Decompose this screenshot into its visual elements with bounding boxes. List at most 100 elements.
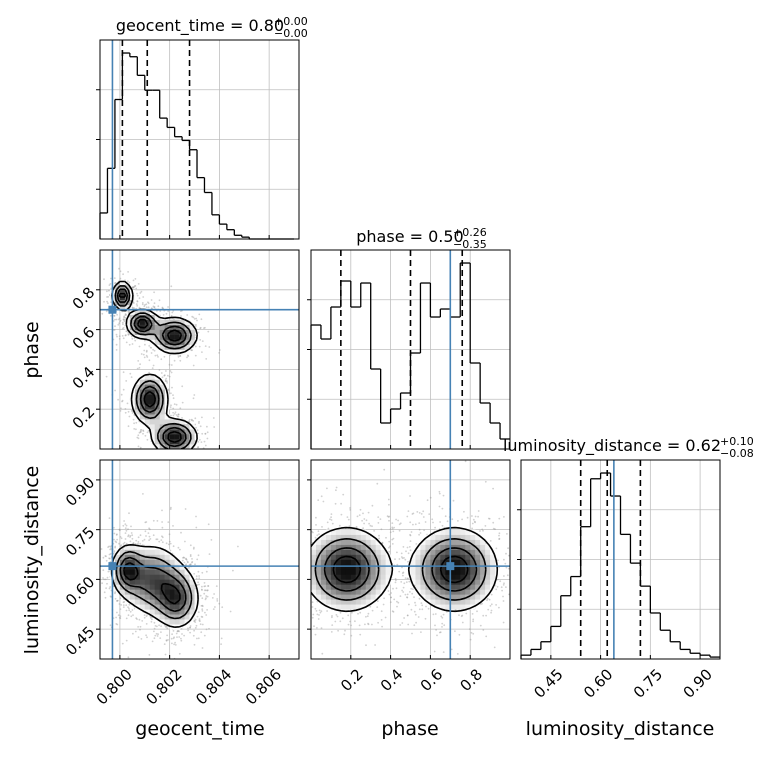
density-phase-vs-geocent-time-sample-255 xyxy=(125,341,128,344)
density-luminosity-distance-vs-geocent-time-sample-167 xyxy=(128,609,131,612)
density-phase-vs-geocent-time-sample-1034 xyxy=(114,389,116,392)
density-luminosity-distance-vs-geocent-time-sample-1077 xyxy=(156,520,159,522)
density-phase-vs-geocent-time-sample-340 xyxy=(150,307,153,310)
density-phase-vs-geocent-time-cell-12-5 xyxy=(159,419,165,425)
density-luminosity-distance-vs-geocent-time-sample-241 xyxy=(145,623,148,625)
density-luminosity-distance-vs-geocent-time-sample-820 xyxy=(180,628,183,630)
density-phase-vs-geocent-time-sample-237 xyxy=(173,403,176,405)
density-luminosity-distance-vs-geocent-time-content xyxy=(100,460,299,659)
density-phase-vs-geocent-time-sample-326 xyxy=(197,331,200,334)
density-luminosity-distance-vs-geocent-time-cell-15-14 xyxy=(174,584,180,590)
density-luminosity-distance-vs-phase-sample-417 xyxy=(408,580,411,583)
density-luminosity-distance-vs-geocent-time-sample-1450 xyxy=(175,632,178,635)
density-luminosity-distance-vs-geocent-time-sample-1404 xyxy=(156,635,159,637)
density-luminosity-distance-vs-phase-sample-579 xyxy=(420,602,423,604)
density-luminosity-distance-vs-geocent-time-sample-449 xyxy=(149,538,152,540)
density-luminosity-distance-vs-geocent-time-sample-1219 xyxy=(125,542,128,545)
density-phase-vs-geocent-time-cell-9-8 xyxy=(144,404,151,410)
density-phase-vs-geocent-time-sample-930 xyxy=(193,394,196,396)
density-luminosity-distance-vs-geocent-time-sample-53 xyxy=(124,532,127,534)
density-luminosity-distance-vs-geocent-time-cell-17-16 xyxy=(184,574,190,580)
density-luminosity-distance-vs-geocent-time-sample-529 xyxy=(106,576,109,579)
density-luminosity-distance-vs-geocent-time-sample-1062 xyxy=(200,605,203,607)
density-phase-vs-geocent-time-cell-12-6 xyxy=(159,414,165,420)
density-luminosity-distance-vs-phase-sample-150 xyxy=(412,523,414,526)
density-luminosity-distance-vs-geocent-time-sample-777 xyxy=(177,630,179,633)
density-luminosity-distance-vs-geocent-time-cell-14-12 xyxy=(169,594,175,600)
density-luminosity-distance-vs-geocent-time-cell-11-18 xyxy=(154,564,160,570)
density-luminosity-distance-vs-phase-sample-851 xyxy=(383,468,386,471)
density-phase-vs-geocent-time-sample-253 xyxy=(153,349,156,352)
density-luminosity-distance-vs-geocent-time-sample-822 xyxy=(201,608,204,611)
density-luminosity-distance-vs-phase-sample-965 xyxy=(402,571,405,574)
density-luminosity-distance-vs-geocent-time-cell-12-11 xyxy=(159,599,165,605)
density-luminosity-distance-vs-geocent-time-sample-238 xyxy=(116,599,119,602)
density-luminosity-distance-vs-phase-sample-69 xyxy=(400,581,403,583)
density-luminosity-distance-vs-geocent-time-sample-17 xyxy=(199,623,202,626)
density-phase-vs-geocent-time-sample-226 xyxy=(132,279,135,282)
density-luminosity-distance-vs-geocent-time-cell-11-9 xyxy=(154,609,160,615)
density-luminosity-distance-vs-phase-sample-652 xyxy=(450,648,453,651)
density-luminosity-distance-vs-geocent-time-sample-939 xyxy=(161,526,164,529)
density-luminosity-distance-vs-phase-sample-763 xyxy=(505,586,507,588)
density-phase-vs-geocent-time-sample-356 xyxy=(194,354,197,357)
density-phase-vs-geocent-time-cell-4-31 xyxy=(119,289,126,296)
density-luminosity-distance-vs-phase-sample-185 xyxy=(367,511,370,514)
density-luminosity-distance-vs-geocent-time-sample-917 xyxy=(108,517,111,519)
density-luminosity-distance-vs-phase-sample-228 xyxy=(367,622,369,625)
density-luminosity-distance-vs-phase-sample-736 xyxy=(404,577,407,579)
density-luminosity-distance-vs-geocent-time-sample-870 xyxy=(196,637,198,640)
density-luminosity-distance-vs-phase-sample-710 xyxy=(484,525,487,527)
density-luminosity-distance-vs-geocent-time-sample-319 xyxy=(183,556,186,559)
density-phase-vs-geocent-time-cell-17-3 xyxy=(184,429,190,435)
density-luminosity-distance-vs-geocent-time-cell-11-19 xyxy=(154,559,160,565)
density-phase-vs-geocent-time-sample-80 xyxy=(201,416,203,419)
density-luminosity-distance-vs-geocent-time-sample-1397 xyxy=(158,540,161,543)
density-phase-vs-geocent-time-cell-12-20 xyxy=(159,344,165,350)
density-luminosity-distance-vs-phase-cell-0-15 xyxy=(311,579,317,585)
density-phase-vs-geocent-time-sample-1322 xyxy=(131,343,134,345)
density-phase-vs-geocent-time-sample-494 xyxy=(128,415,131,418)
density-luminosity-distance-vs-phase-sample-1308 xyxy=(409,533,411,536)
density-luminosity-distance-vs-phase-sample-786 xyxy=(395,587,398,590)
density-luminosity-distance-vs-phase-sample-200 xyxy=(406,515,409,518)
density-luminosity-distance-vs-phase-sample-424 xyxy=(441,626,443,628)
density-phase-vs-geocent-time-sample-156 xyxy=(170,285,173,288)
density-luminosity-distance-vs-geocent-time-sample-148 xyxy=(153,627,156,630)
density-luminosity-distance-vs-phase-sample-1219 xyxy=(503,575,505,577)
density-luminosity-distance-vs-geocent-time-sample-657 xyxy=(178,630,181,633)
density-luminosity-distance-vs-geocent-time-sample-390 xyxy=(201,589,203,591)
density-phase-vs-geocent-time-sample-1105 xyxy=(116,335,118,338)
density-luminosity-distance-vs-geocent-time-cell-16-18 xyxy=(179,564,185,570)
density-luminosity-distance-vs-geocent-time-sample-1425 xyxy=(149,528,151,531)
density-luminosity-distance-vs-phase-sample-258 xyxy=(317,499,320,501)
density-luminosity-distance-vs-geocent-time-cell-4-17 xyxy=(119,569,126,575)
density-luminosity-distance-vs-phase-sample-588 xyxy=(407,560,409,563)
density-luminosity-distance-vs-phase-sample-518 xyxy=(406,596,408,598)
density-phase-vs-geocent-time-sample-360 xyxy=(167,388,170,391)
density-luminosity-distance-vs-phase-sample-220 xyxy=(331,522,334,525)
density-luminosity-distance-vs-phase-sample-247 xyxy=(443,624,446,627)
density-phase-vs-geocent-time-sample-1048 xyxy=(131,412,134,414)
density-luminosity-distance-vs-geocent-time-sample-189 xyxy=(232,569,234,572)
density-phase-vs-geocent-time-sample-855 xyxy=(101,312,104,315)
density-phase-vs-geocent-time-cell-8-10 xyxy=(139,394,146,400)
density-luminosity-distance-vs-geocent-time-sample-498 xyxy=(127,528,129,531)
density-luminosity-distance-vs-phase-sample-353 xyxy=(490,593,493,596)
density-luminosity-distance-vs-phase-sample-964 xyxy=(490,609,493,612)
density-luminosity-distance-vs-phase-sample-1372 xyxy=(428,513,431,515)
density-phase-vs-geocent-time-sample-175 xyxy=(107,302,109,305)
density-luminosity-distance-vs-geocent-time-sample-979 xyxy=(212,608,215,610)
density-phase-vs-geocent-time-sample-1448 xyxy=(144,434,147,437)
density-phase-vs-geocent-time-sample-977 xyxy=(163,355,166,358)
density-phase-vs-geocent-time-sample-492 xyxy=(186,314,189,316)
density-luminosity-distance-vs-phase-sample-958 xyxy=(330,631,333,633)
density-luminosity-distance-vs-phase-sample-1106 xyxy=(407,623,410,626)
density-luminosity-distance-vs-phase-cell-0-14 xyxy=(311,584,317,590)
density-luminosity-distance-vs-phase-sample-775 xyxy=(378,534,380,537)
density-luminosity-distance-vs-geocent-time-sample-1171 xyxy=(114,591,117,593)
density-phase-vs-geocent-time-sample-53 xyxy=(127,333,130,336)
density-phase-vs-geocent-time-cell-17-21 xyxy=(184,339,190,345)
density-phase-vs-geocent-time-sample-433 xyxy=(191,419,193,422)
density-luminosity-distance-vs-phase-sample-978 xyxy=(358,624,361,627)
